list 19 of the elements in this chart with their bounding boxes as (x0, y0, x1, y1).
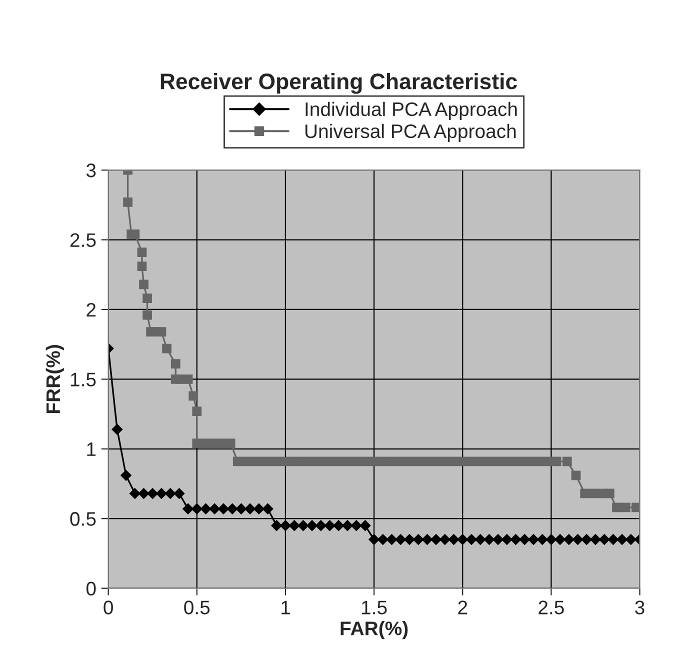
y-tick-label: 1 (87, 442, 96, 456)
x-tick-label: 1.5 (362, 600, 387, 614)
legend-label: Universal PCA Approach (305, 124, 516, 142)
legend-label: Individual PCA Approach (306, 102, 517, 120)
x-tick-label: 2 (458, 600, 468, 614)
y-tick-label: 0 (86, 582, 96, 596)
x-tick-label: 1 (282, 600, 290, 614)
y-tick-label: 2.5 (70, 233, 96, 248)
y-tick-label: 2 (86, 302, 96, 317)
x-axis-title: FAR(%) (340, 621, 408, 640)
chart-title: Receiver Operating Characteristic (160, 72, 517, 94)
x-tick-label: 0.5 (184, 600, 210, 614)
x-tick-label: 0 (104, 600, 113, 614)
y-tick-label: 3 (86, 164, 96, 178)
x-tick-label: 2.5 (538, 600, 564, 614)
y-tick-label: 1.5 (70, 372, 96, 386)
x-tick-label: 3 (635, 600, 644, 614)
y-tick-label: 0.5 (70, 512, 96, 526)
y-axis-title: FRR(%) (46, 345, 64, 413)
